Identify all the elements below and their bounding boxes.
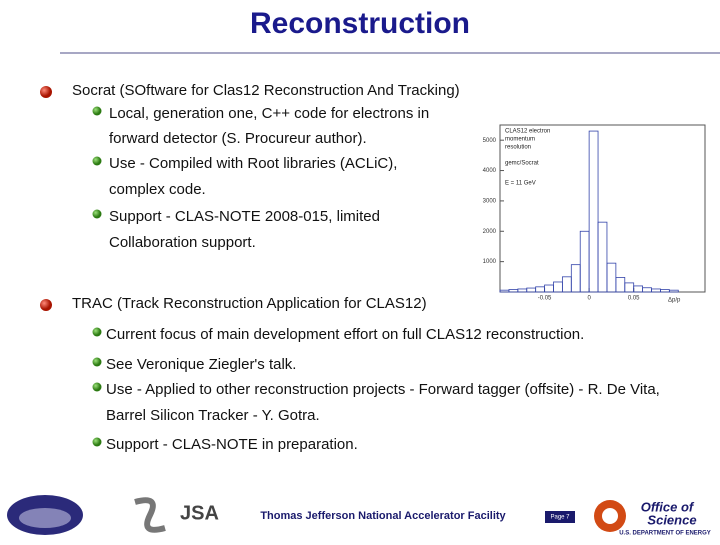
sub-bullet-text: See Veronique Ziegler's talk. [106,356,296,373]
hist-bar [633,285,644,293]
sub-bullet-text: complex code. [109,181,206,198]
bullet-l2 [92,209,102,219]
doe-text: U.S. DEPARTMENT OF ENERGY [619,531,711,537]
x-tick-label: 0 [587,296,591,302]
hist-bar [668,289,679,293]
bullet-l1 [40,86,52,98]
slide-title: Reconstruction [250,7,470,40]
y-tick-label: 1000 [483,259,497,265]
sub-bullet-text: Collaboration support. [109,234,256,251]
plot-legend: resolution [505,145,531,151]
bullet-l2 [92,437,102,447]
plot-legend: momentum [505,137,535,143]
hist-bar [499,289,510,293]
hist-bar [615,277,626,293]
sub-bullet-text: Current focus of main development effort… [106,326,584,343]
y-tick-label: 3000 [483,198,497,204]
sub-bullet-text: forward detector (S. Procureur author). [109,130,367,147]
plot-legend: gemc/Socrat [505,161,539,167]
logo-detail [19,508,71,528]
bullet-l2 [92,106,102,116]
footer-center: Thomas Jefferson National Accelerator Fa… [260,510,506,522]
y-tick-label: 5000 [483,138,497,144]
bullet-l2 [92,382,102,392]
plot-legend: E = 11 GeV [505,181,536,187]
sub-bullet-text: Use - Applied to other reconstruction pr… [106,381,660,398]
x-tick-label: -0.05 [538,296,552,302]
hist-bar [526,287,537,293]
hist-bar [544,284,554,293]
y-tick-label: 2000 [483,229,497,235]
page-number: Page 7 [550,515,570,521]
science-text: Science [647,512,696,527]
doe-logo-inner [602,508,618,524]
hist-bar [588,130,599,293]
page-box [545,511,575,523]
hist-bar [660,289,670,293]
y-tick-label: 4000 [483,168,497,174]
hist-bar [570,264,581,293]
jsa-text: JSA [180,502,219,524]
hist-bar [597,221,608,293]
hist-bar [624,282,635,293]
bullet-l2 [92,327,102,337]
bullet-l2 [92,357,102,367]
hist-bar [606,262,617,293]
hist-bar [535,286,545,293]
sub-bullet-text: Support - CLAS-NOTE 2008-015, limited [109,208,380,225]
sub-bullet-text: Local, generation one, C++ code for elec… [109,105,429,122]
sub-bullet-text: Barrel Silicon Tracker - Y. Gotra. [106,407,320,424]
x-axis-label: Δp/p [668,298,681,304]
jsa-logo [134,497,166,533]
hist-bar [508,289,519,293]
bullet-text: Socrat (SOftware for Clas12 Reconstructi… [72,82,460,99]
office-text: Office of [641,499,695,514]
hist-bar [579,230,590,293]
sub-bullet-text: Use - Compiled with Root libraries (ACLi… [109,155,397,172]
plot-legend: CLAS12 electron [505,129,550,135]
plot: 1000 2000 3000 4000 5000 -0.05 0 0.05 CLAS12 ele… [483,124,706,304]
x-tick-label: 0.05 [628,296,640,302]
bullet-l1 [40,299,52,311]
hist-bar [553,281,563,293]
bullet-l2 [92,156,102,166]
hist-bar [561,276,572,293]
sub-bullet-text: Support - CLAS-NOTE in preparation. [106,436,358,453]
hist-bar [642,287,652,293]
bullet-text: TRAC (Track Reconstruction Application f… [72,295,427,312]
